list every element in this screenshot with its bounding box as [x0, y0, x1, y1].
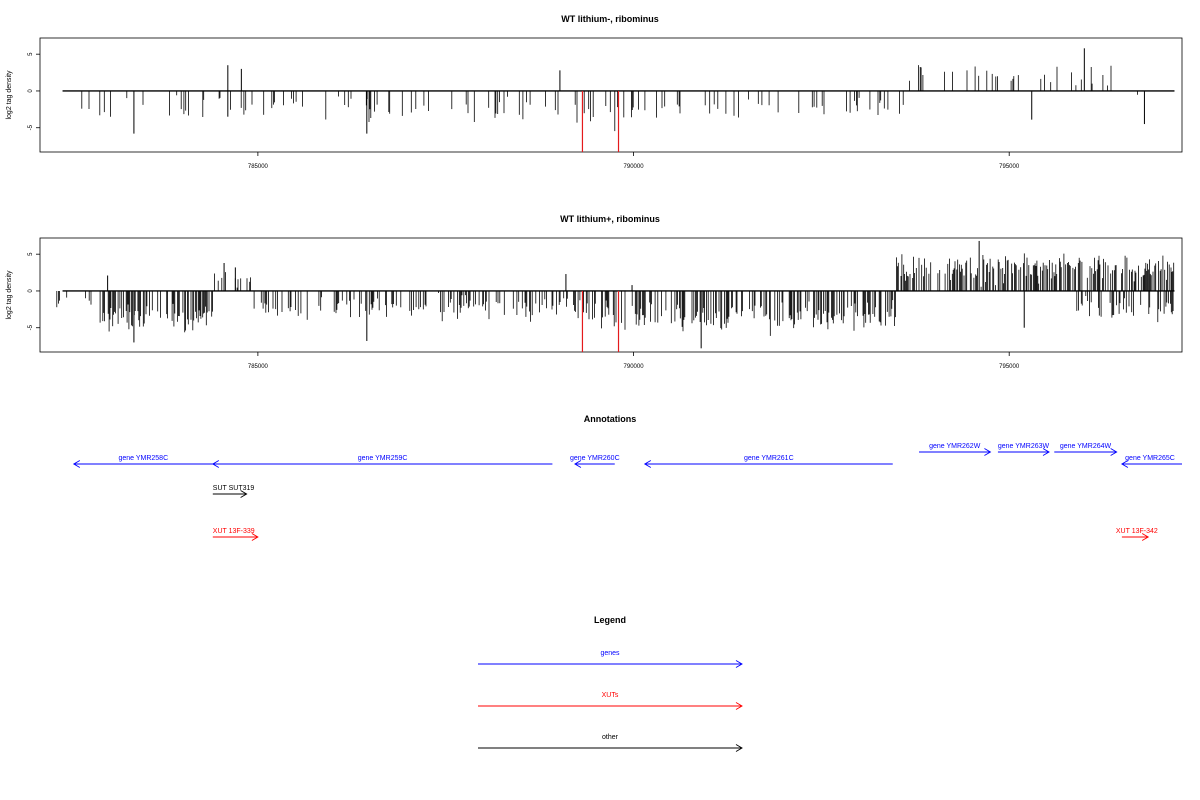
x-tick-label: 785000 [248, 164, 269, 170]
y-axis-label: log2 tag density [6, 270, 13, 320]
plot-frame [39, 237, 1183, 353]
legend-label: other [602, 734, 619, 741]
x-tick-label: 785000 [248, 364, 269, 370]
annotation-feature: gene YMR264W [1054, 443, 1118, 456]
annotation-feature: gene YMR262W [919, 443, 992, 456]
y-tick-label: 5 [28, 252, 34, 256]
annotation-feature: XUT 13F-342 [1116, 528, 1158, 541]
y-axis: -5 0 5 [28, 52, 40, 130]
y-tick-label: 5 [28, 52, 34, 56]
arrow-head [1110, 448, 1118, 456]
panel-lithium-plus: WT lithium+, ribominus 785000 790000 795… [6, 214, 1183, 370]
feature-label: XUT 13F-339 [213, 528, 255, 535]
feature-label: gene YMR261C [744, 455, 794, 462]
annotations-title: Annotations [584, 414, 637, 424]
arrow-head [251, 533, 259, 541]
highlight-bars [581, 290, 620, 352]
y-axis-label: log2 tag density [6, 70, 13, 120]
annotation-tracks: gene YMR258C gene YMR259C gene YMR260C gene… [72, 443, 1182, 541]
annotation-feature: SUT SUT319 [212, 485, 255, 498]
legend-item: genes [478, 650, 743, 668]
arrow-head [211, 460, 220, 468]
x-tick-label: 795000 [999, 164, 1020, 170]
bars [62, 48, 1175, 134]
feature-label: XUT 13F-342 [1116, 528, 1158, 535]
bars [56, 240, 1175, 349]
feature-label: gene YMR260C [570, 455, 620, 462]
feature-label: gene YMR258C [118, 455, 168, 462]
arrow-head [643, 460, 652, 468]
arrow-head [1141, 533, 1150, 541]
feature-label: gene YMR259C [358, 455, 408, 462]
x-tick-label: 795000 [999, 364, 1020, 370]
y-tick-label: 0 [28, 89, 34, 93]
feature-label: gene YMR264W [1060, 443, 1112, 450]
legend: Legend genes XUTs other [478, 615, 743, 752]
legend-title: Legend [594, 615, 626, 625]
x-axis: 785000 790000 795000 [248, 352, 1020, 370]
legend-item: XUTs [478, 692, 743, 710]
highlight-bars [581, 90, 620, 152]
panel-title: WT lithium+, ribominus [560, 214, 660, 224]
y-axis: -5 0 5 [28, 252, 40, 330]
feature-label: gene YMR263W [998, 443, 1050, 450]
annotation-feature: gene YMR261C [643, 455, 893, 468]
y-tick-label: 0 [28, 289, 34, 293]
legend-label: XUTs [602, 692, 619, 699]
arrow-head [735, 660, 743, 668]
panel-lithium-minus: WT lithium-, ribominus 785000 790000 795… [6, 14, 1183, 170]
plot-frame [39, 37, 1183, 153]
feature-label: gene YMR262W [929, 443, 981, 450]
y-tick-label: -5 [28, 124, 34, 130]
x-axis: 785000 790000 795000 [248, 152, 1020, 170]
arrow-head [240, 490, 248, 498]
annotation-feature: gene YMR259C [211, 455, 553, 468]
annotation-feature: gene YMR265C [1121, 455, 1182, 468]
arrow-head [1042, 448, 1050, 456]
feature-label: SUT SUT319 [213, 485, 255, 492]
x-tick-label: 790000 [624, 364, 645, 370]
arrow-head [1121, 460, 1129, 468]
legend-items: genes XUTs other [478, 650, 743, 752]
arrow-head [735, 702, 743, 710]
annotation-feature: gene YMR258C [72, 455, 213, 468]
annotation-feature: XUT 13F-339 [212, 528, 259, 541]
arrow-head [984, 448, 992, 456]
legend-label: genes [600, 650, 620, 657]
x-tick-label: 790000 [624, 164, 645, 170]
y-tick-label: -5 [28, 324, 34, 330]
annotation-feature: gene YMR263W [998, 443, 1050, 456]
panel-title: WT lithium-, ribominus [561, 14, 659, 24]
annotations-panel: Annotations gene YMR258C gene YMR259C gene… [72, 414, 1182, 541]
arrow-head [574, 460, 582, 468]
annotation-feature: gene YMR260C [570, 455, 620, 468]
feature-label: gene YMR265C [1125, 455, 1175, 462]
arrow-head [72, 460, 81, 468]
legend-item: other [478, 734, 743, 752]
arrow-head [735, 744, 743, 752]
